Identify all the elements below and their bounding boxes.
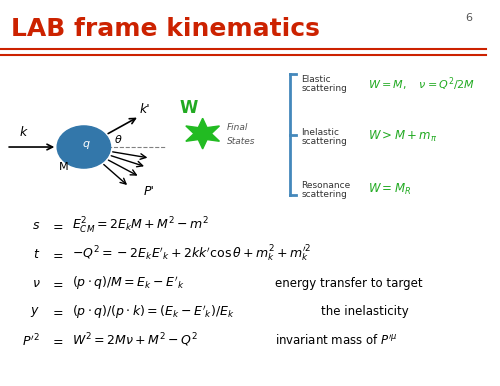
Text: the inelasticity: the inelasticity: [322, 305, 409, 318]
Text: $y$: $y$: [30, 305, 40, 319]
Polygon shape: [186, 118, 220, 149]
Text: $W > M + m_{\pi}$: $W > M + m_{\pi}$: [368, 129, 436, 144]
Text: Inelastic: Inelastic: [301, 128, 339, 137]
Text: scattering: scattering: [301, 84, 347, 93]
Text: $=$: $=$: [50, 305, 64, 318]
Circle shape: [57, 126, 110, 168]
Text: LAB frame kinematics: LAB frame kinematics: [11, 17, 320, 41]
Text: $W^2 = 2M\nu + M^2 - Q^2$: $W^2 = 2M\nu + M^2 - Q^2$: [72, 332, 198, 349]
Text: scattering: scattering: [301, 137, 347, 146]
Text: $P'^{2}$: $P'^{2}$: [22, 332, 40, 349]
Text: k': k': [140, 103, 150, 116]
Text: invariant mass of $P^{\prime\mu}$: invariant mass of $P^{\prime\mu}$: [276, 333, 398, 348]
Text: $q$: $q$: [82, 139, 90, 151]
Text: Elastic: Elastic: [301, 75, 330, 85]
Text: $(p \cdot q)/(p \cdot k) = (E_k - E'_k)/E_k$: $(p \cdot q)/(p \cdot k) = (E_k - E'_k)/…: [72, 303, 234, 320]
Text: P': P': [144, 185, 154, 198]
Text: Resonance: Resonance: [301, 181, 350, 190]
Text: $W = M_R$: $W = M_R$: [368, 182, 410, 198]
Text: $W = M,\quad \nu = Q^2/2M$: $W = M,\quad \nu = Q^2/2M$: [368, 76, 474, 93]
Text: k: k: [20, 126, 27, 139]
Text: W: W: [180, 98, 199, 117]
Text: $\nu$: $\nu$: [32, 276, 40, 290]
Text: $\theta$: $\theta$: [114, 132, 123, 145]
Text: $-Q^2 = -2E_kE'_k + 2kk'\cos\theta + m^2_k + m^{\prime 2}_k$: $-Q^2 = -2E_kE'_k + 2kk'\cos\theta + m^2…: [72, 244, 311, 264]
Text: $s$: $s$: [32, 219, 40, 232]
Text: $=$: $=$: [50, 219, 64, 232]
Text: $=$: $=$: [50, 276, 64, 290]
Text: Final: Final: [227, 124, 248, 132]
Text: $=$: $=$: [50, 334, 64, 347]
Text: $t$: $t$: [33, 248, 40, 261]
Text: scattering: scattering: [301, 190, 347, 199]
Text: States: States: [227, 137, 256, 146]
Text: M: M: [58, 162, 68, 172]
Text: 6: 6: [465, 13, 472, 23]
Text: $E^2_{CM} = 2E_kM + M^2 - m^2$: $E^2_{CM} = 2E_kM + M^2 - m^2$: [72, 215, 208, 235]
Text: $(p \cdot q)/M = E_k - E'_k$: $(p \cdot q)/M = E_k - E'_k$: [72, 274, 184, 292]
Text: energy transfer to target: energy transfer to target: [276, 276, 423, 290]
Text: $=$: $=$: [50, 248, 64, 261]
